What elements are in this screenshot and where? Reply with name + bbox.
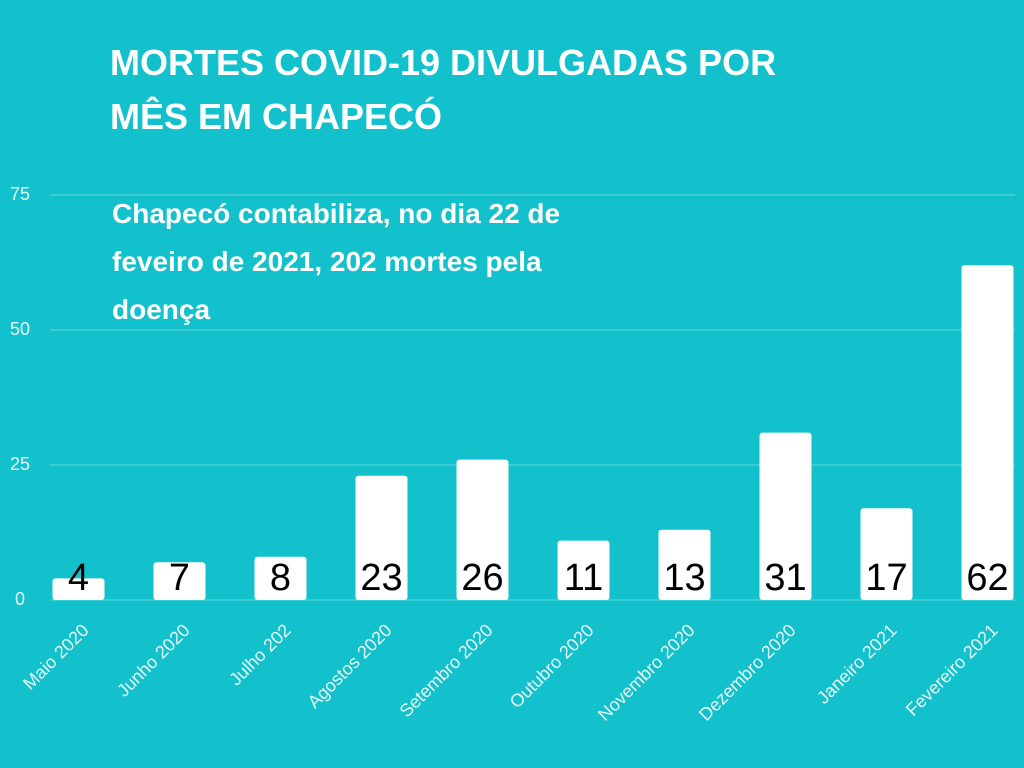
value-label: 11 [564,557,603,599]
y-tick-label: 50 [10,319,30,339]
bar [254,556,307,600]
x-tick-label: Novembro 2020 [594,620,699,725]
x-tick-label: Junho 2020 [113,620,194,701]
annotation: Chapecó contabiliza, no dia 22 de feveir… [112,198,561,325]
bar [759,432,812,600]
value-label: 4 [68,557,89,599]
bar [52,578,105,600]
bar [860,508,913,600]
value-label: 62 [966,557,1008,599]
y-tick-label: 0 [15,589,25,609]
bar [355,475,408,600]
value-label: 23 [360,557,402,599]
value-label: 31 [764,557,806,599]
x-tick-label: Fevereiro 2021 [902,620,1002,720]
y-tick-label: 25 [10,454,30,474]
value-label: 26 [461,557,503,599]
bar [557,540,610,600]
value-label: 17 [865,557,907,599]
bar [658,529,711,600]
x-tick-label: Setembro 2020 [396,620,497,721]
x-tick-label: Dezembro 2020 [695,620,800,725]
bar [153,562,206,600]
value-label: 7 [169,557,190,599]
x-tick-label: Janeiro 2021 [813,620,901,708]
value-label: 13 [663,557,705,599]
bar [456,459,509,600]
value-label: 8 [270,557,291,599]
x-tick-label: Outubro 2020 [506,620,598,712]
y-tick-label: 75 [10,184,30,204]
bar [961,265,1014,600]
x-tick-label: Julho 202 [225,620,294,689]
x-tick-label: Maio 2020 [19,620,93,694]
x-tick-label: Agostos 2020 [304,620,396,712]
chart-title: MORTES COVID-19 DIVULGADAS POR MÊS EM CH… [110,42,777,137]
